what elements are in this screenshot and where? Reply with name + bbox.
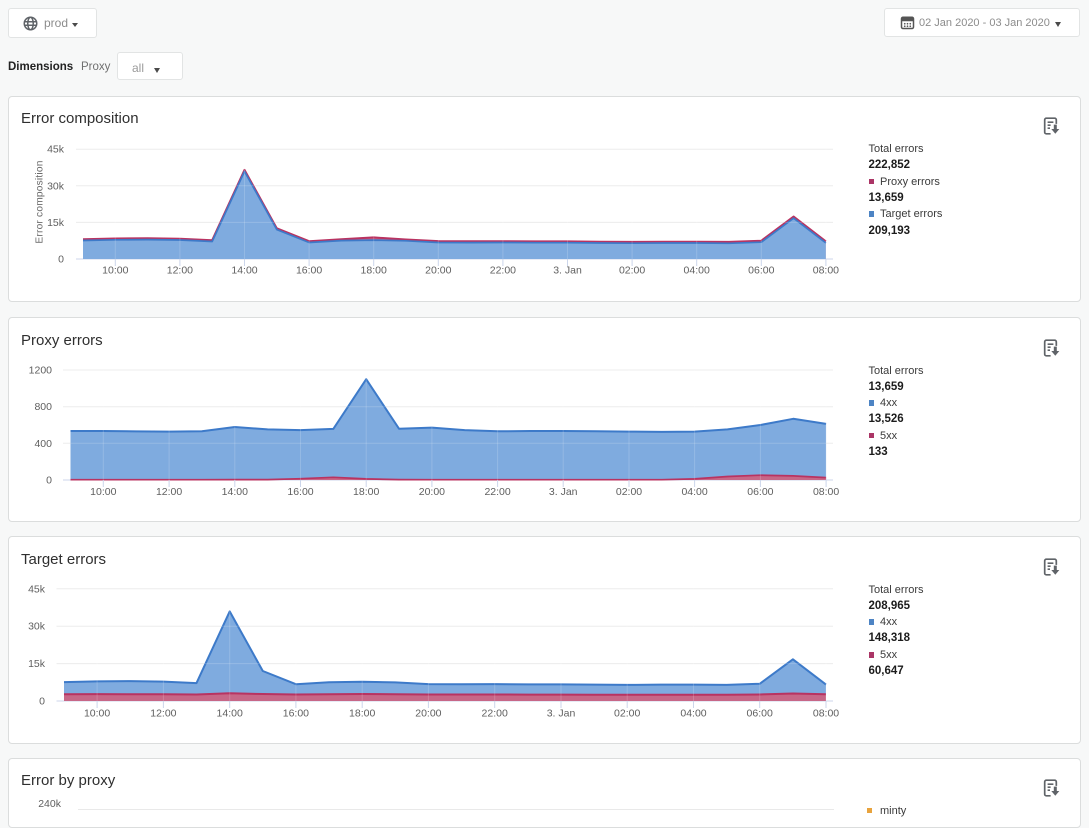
svg-text:08:00: 08:00 xyxy=(813,708,839,720)
svg-text:18:00: 18:00 xyxy=(349,708,375,720)
svg-text:45k: 45k xyxy=(28,583,46,595)
svg-text:800: 800 xyxy=(34,401,52,413)
svg-text:14:00: 14:00 xyxy=(231,265,257,277)
svg-text:18:00: 18:00 xyxy=(353,486,379,498)
svg-text:0: 0 xyxy=(39,696,45,708)
svg-text:30k: 30k xyxy=(47,180,65,192)
svg-text:12:00: 12:00 xyxy=(167,265,193,277)
svg-text:02:00: 02:00 xyxy=(614,708,640,720)
svg-text:10:00: 10:00 xyxy=(90,486,116,498)
svg-text:20:00: 20:00 xyxy=(415,708,441,720)
svg-text:04:00: 04:00 xyxy=(681,486,707,498)
svg-text:0: 0 xyxy=(58,254,64,266)
svg-text:22:00: 22:00 xyxy=(484,486,510,498)
svg-text:16:00: 16:00 xyxy=(283,708,309,720)
svg-text:3. Jan: 3. Jan xyxy=(553,265,582,277)
svg-text:16:00: 16:00 xyxy=(296,265,322,277)
svg-text:06:00: 06:00 xyxy=(748,265,774,277)
svg-text:0: 0 xyxy=(46,475,52,487)
svg-text:240k: 240k xyxy=(38,798,62,810)
svg-text:45k: 45k xyxy=(47,144,65,156)
svg-text:08:00: 08:00 xyxy=(813,486,839,498)
svg-text:30k: 30k xyxy=(28,621,46,633)
svg-text:10:00: 10:00 xyxy=(84,708,110,720)
svg-text:16:00: 16:00 xyxy=(287,486,313,498)
svg-text:20:00: 20:00 xyxy=(425,265,451,277)
svg-text:12:00: 12:00 xyxy=(156,486,182,498)
svg-text:1200: 1200 xyxy=(29,365,53,377)
svg-text:400: 400 xyxy=(34,438,52,450)
svg-text:22:00: 22:00 xyxy=(482,708,508,720)
svg-text:18:00: 18:00 xyxy=(361,265,387,277)
svg-text:14:00: 14:00 xyxy=(217,708,243,720)
svg-text:3. Jan: 3. Jan xyxy=(549,486,578,498)
svg-text:04:00: 04:00 xyxy=(684,265,710,277)
svg-text:22:00: 22:00 xyxy=(490,265,516,277)
svg-text:3. Jan: 3. Jan xyxy=(547,708,576,720)
svg-text:06:00: 06:00 xyxy=(747,486,773,498)
svg-text:20:00: 20:00 xyxy=(419,486,445,498)
svg-text:12:00: 12:00 xyxy=(150,708,176,720)
svg-text:04:00: 04:00 xyxy=(680,708,706,720)
svg-text:15k: 15k xyxy=(47,217,65,229)
svg-text:02:00: 02:00 xyxy=(616,486,642,498)
svg-text:10:00: 10:00 xyxy=(102,265,128,277)
svg-text:08:00: 08:00 xyxy=(813,265,839,277)
svg-text:02:00: 02:00 xyxy=(619,265,645,277)
svg-text:Error composition: Error composition xyxy=(35,160,46,243)
svg-text:15k: 15k xyxy=(28,658,46,670)
svg-text:06:00: 06:00 xyxy=(747,708,773,720)
svg-text:14:00: 14:00 xyxy=(222,486,248,498)
